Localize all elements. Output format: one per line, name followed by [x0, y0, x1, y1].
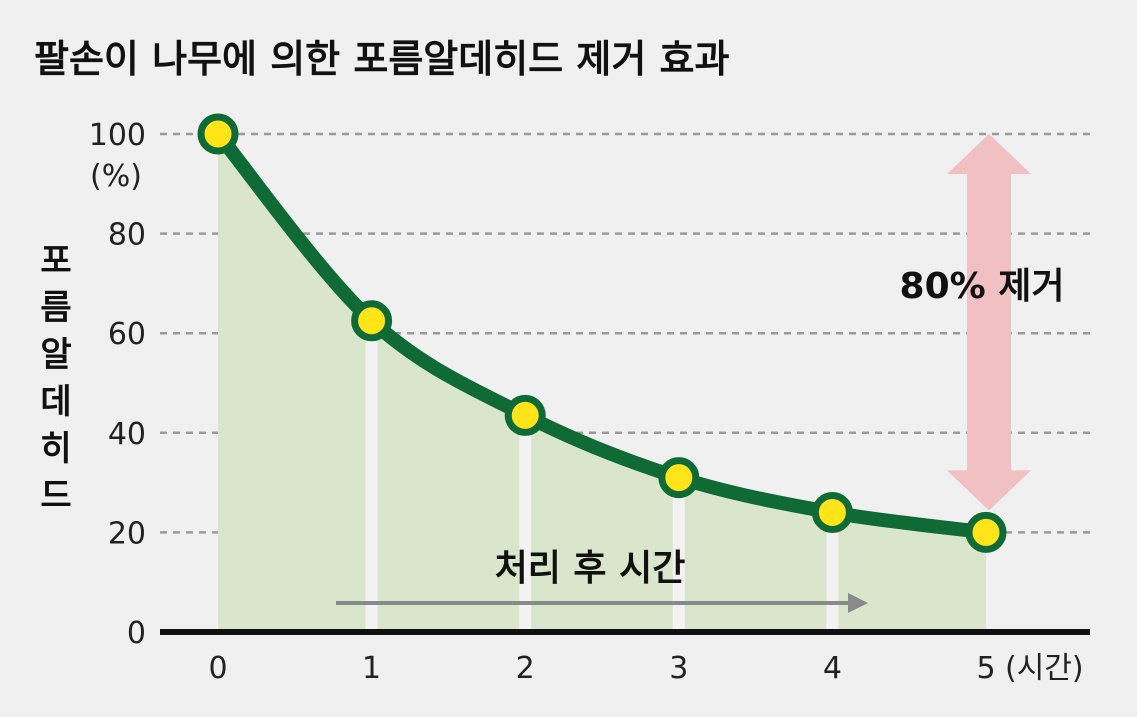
y-label-char-0: 포 — [40, 241, 71, 281]
data-points — [197, 113, 1007, 553]
x-tick-2: 2 — [516, 651, 535, 686]
y-label-char-5: 드 — [40, 476, 71, 516]
data-point-4 — [811, 491, 853, 533]
y-tick-60: 60 — [108, 317, 146, 352]
data-point-1 — [351, 300, 393, 342]
x-tick-5: 5 — [976, 651, 995, 686]
y-axis-label: 포름알데히드 — [40, 241, 71, 516]
y-label-char-2: 알 — [40, 335, 71, 375]
y-label-char-3: 데 — [40, 382, 71, 422]
data-point-5 — [965, 511, 1007, 553]
separator-4 — [826, 134, 839, 632]
x-tick-1: 1 — [362, 651, 381, 686]
time-arrow-head — [848, 593, 868, 613]
data-point-3 — [658, 457, 700, 499]
data-point-0 — [197, 113, 239, 155]
x-unit-label: (시간) — [1005, 651, 1084, 686]
y-tick-40: 40 — [108, 417, 146, 452]
x-axis-label: 처리 후 시간 — [495, 548, 686, 589]
y-tick-100: 100 — [89, 118, 146, 153]
x-tick-4: 4 — [823, 651, 842, 686]
removal-annotation: 80% 제거 — [900, 266, 1065, 307]
x-tick-3: 3 — [669, 651, 688, 686]
data-point-2 — [504, 394, 546, 436]
y-label-char-4: 히 — [40, 429, 71, 469]
separator-1 — [365, 134, 378, 632]
y-tick-0: 0 — [127, 616, 146, 651]
y-tick-labels: 0 20 40 60 80 100 — [89, 118, 146, 651]
chart-title: 팔손이 나무에 의한 포름알데히드 제거 효과 — [34, 37, 729, 81]
x-tick-0: 0 — [208, 651, 227, 686]
x-tick-labels: 0 1 2 3 4 5 — [208, 651, 995, 686]
y-tick-20: 20 — [108, 516, 146, 551]
y-unit-label: (%) — [90, 159, 142, 194]
y-label-char-1: 름 — [40, 288, 71, 328]
y-tick-80: 80 — [108, 218, 146, 253]
removal-arrow — [947, 134, 1031, 511]
